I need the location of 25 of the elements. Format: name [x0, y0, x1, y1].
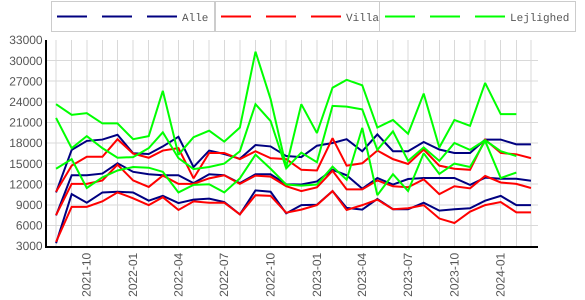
- line-series: [55, 50, 518, 168]
- y-tick-label: 9000: [16, 198, 43, 212]
- x-tick-label: 2022-07: [217, 252, 232, 297]
- legend-label: Alle: [182, 12, 208, 25]
- y-tick-label: 18000: [9, 136, 43, 150]
- x-tick-label: 2023-10: [447, 252, 462, 297]
- y-tick-label: 21000: [9, 116, 43, 130]
- x-tick-label: 2022-01: [126, 252, 140, 297]
- legend-label: Lejlighed: [510, 12, 570, 25]
- x-tick-label: 2022-04: [171, 252, 186, 297]
- legend-label: Villa: [346, 12, 380, 25]
- x-tick-label: 2024-01: [494, 252, 508, 297]
- y-tick-label: 27000: [9, 74, 43, 88]
- x-tick-label: 2023-07: [400, 252, 415, 297]
- y-tick-label: 33000: [9, 33, 43, 48]
- y-tick-label: 6000: [16, 218, 43, 233]
- y-tick-label: 30000: [9, 54, 43, 68]
- y-tick-label: 12000: [9, 177, 43, 192]
- x-tick-label: 2023-04: [355, 252, 370, 297]
- y-tick-label: 3000: [16, 239, 43, 254]
- y-tick-label: 15000: [9, 156, 43, 171]
- x-tick-label: 2021-10: [80, 252, 94, 297]
- y-tick-label: 24000: [9, 95, 43, 109]
- x-tick-label: 2022-10: [263, 252, 278, 297]
- x-tick-label: 2023-01: [310, 252, 324, 297]
